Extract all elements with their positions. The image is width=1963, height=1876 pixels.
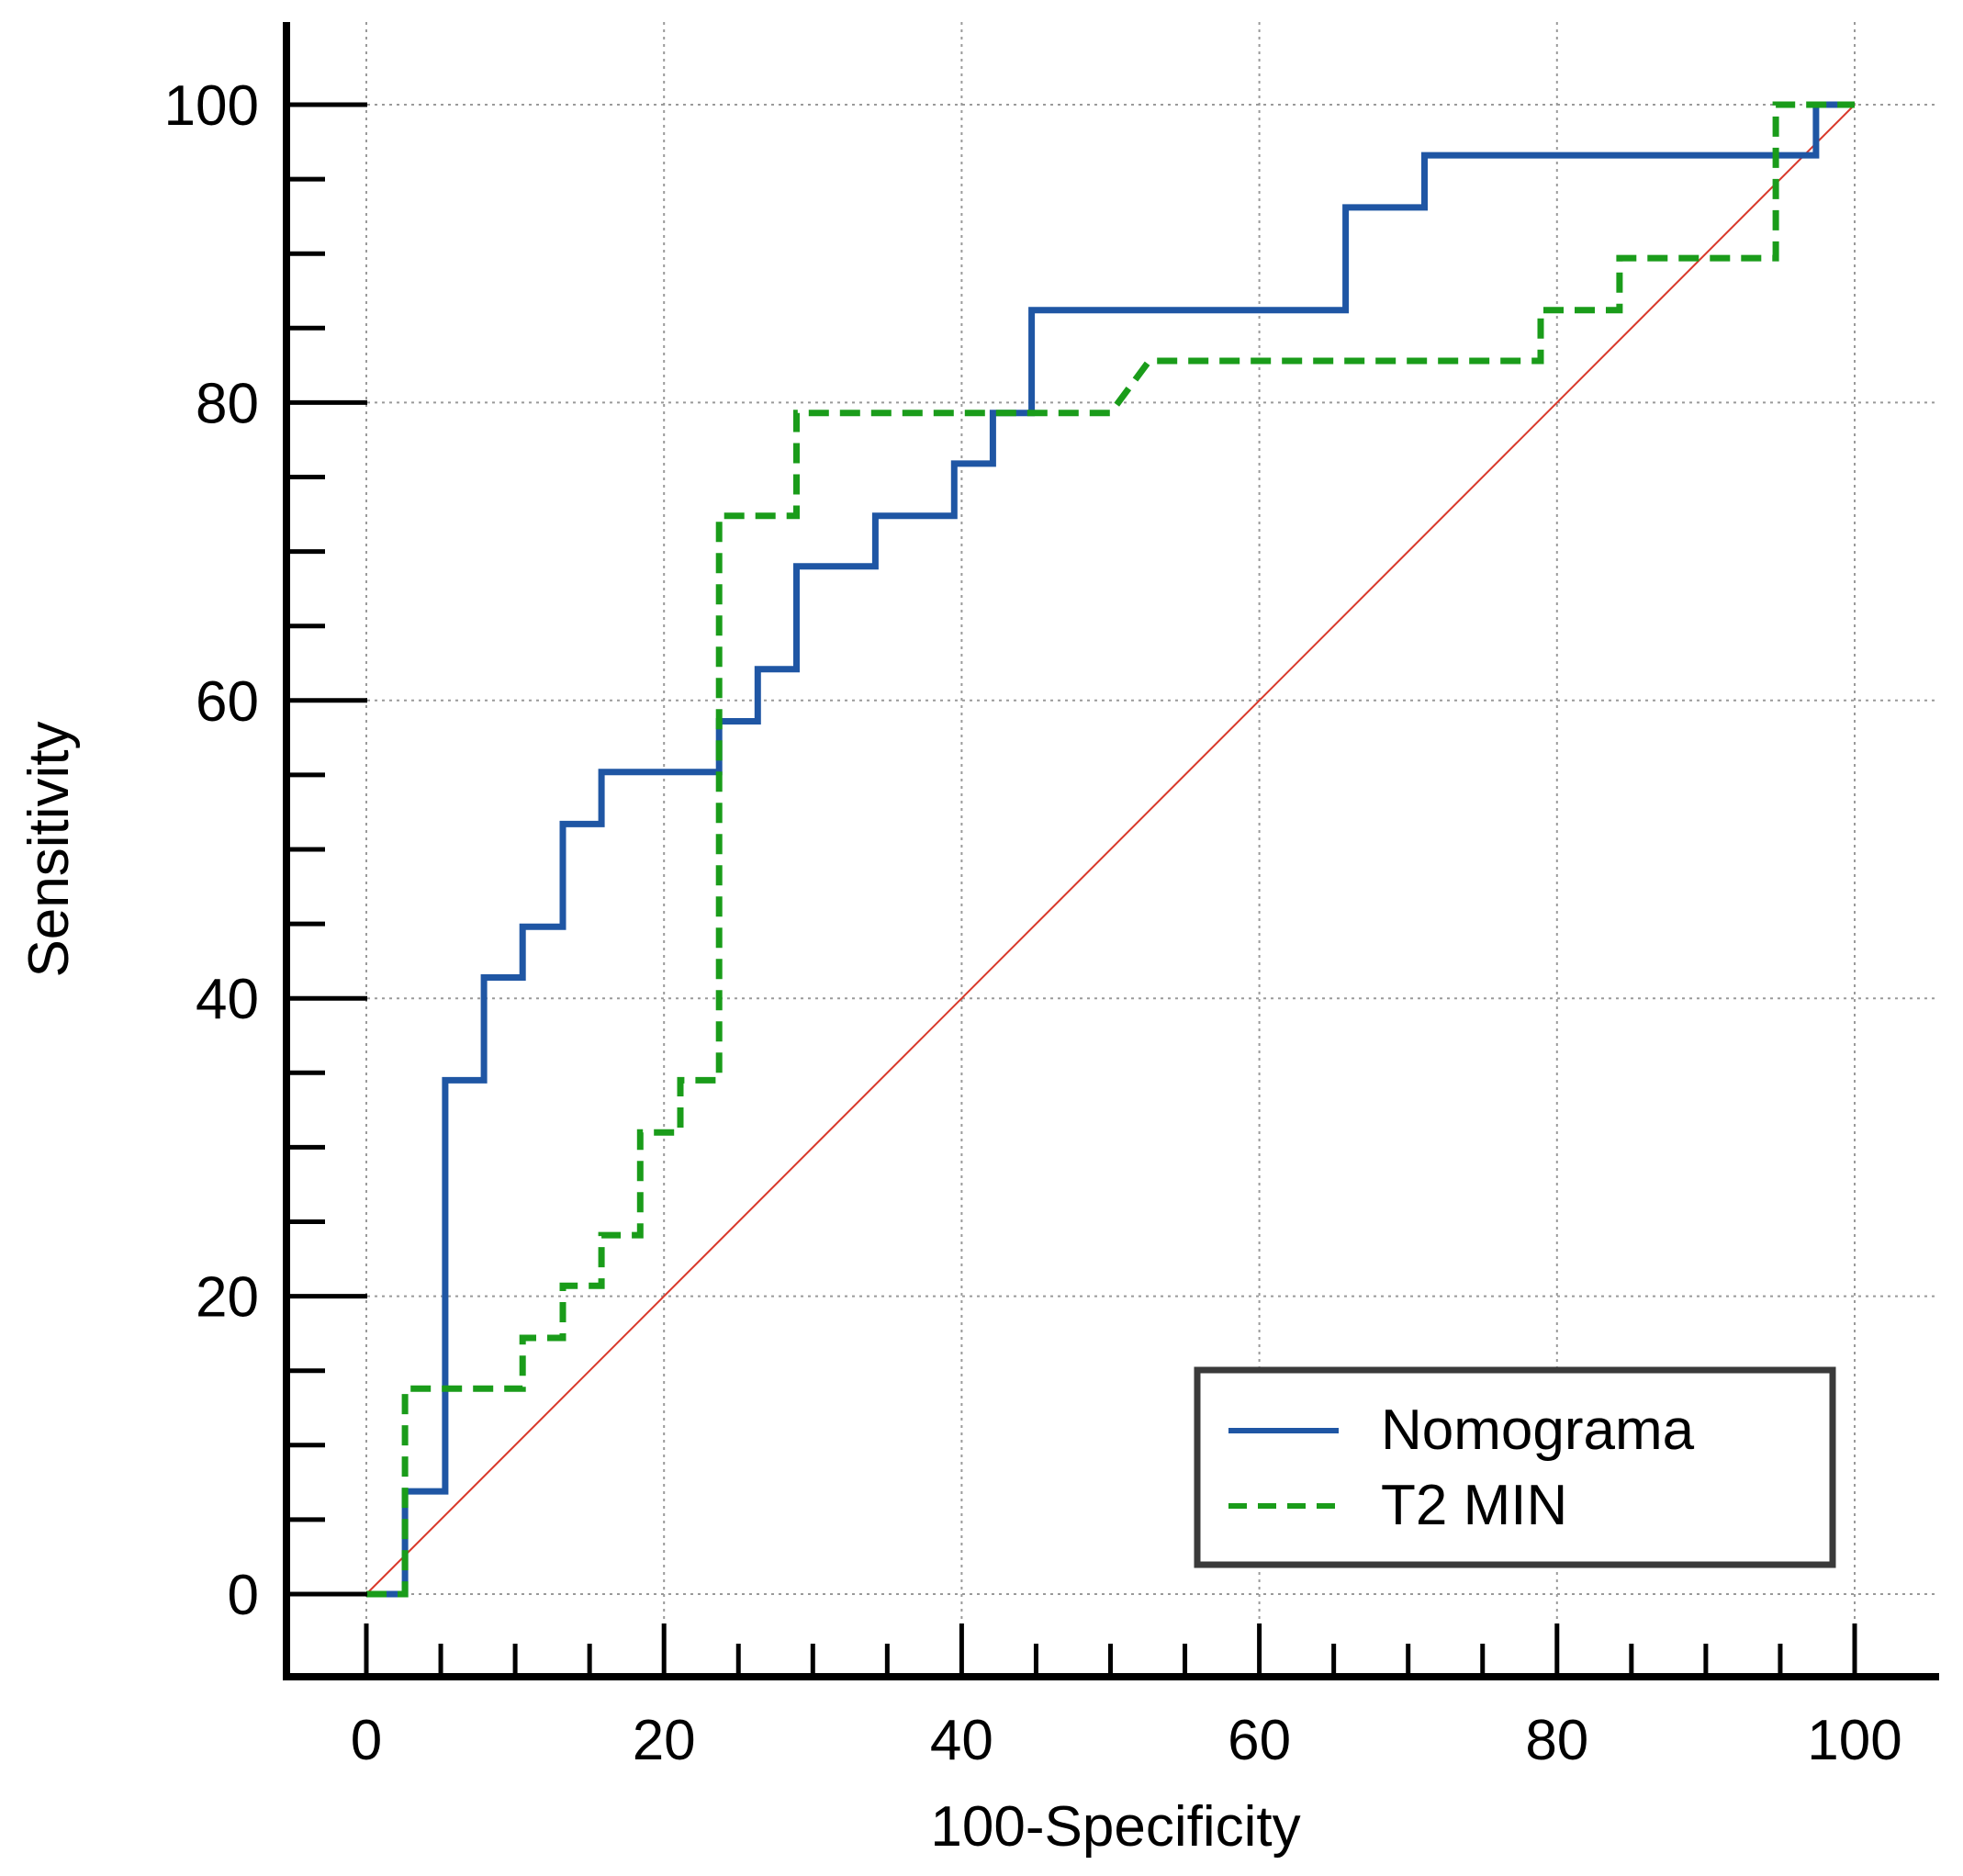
- y-tick-label: 80: [196, 372, 259, 435]
- reference-diagonal: [365, 104, 1856, 1595]
- x-tick-label: 60: [1228, 1709, 1291, 1772]
- x-tick-label: 100: [1807, 1709, 1901, 1772]
- y-tick-label: 100: [164, 74, 259, 138]
- tick-marks: [286, 102, 1857, 1677]
- legend-box: [1194, 1366, 1836, 1568]
- y-tick-label: 40: [196, 968, 259, 1031]
- series-layer: [366, 101, 1855, 1598]
- x-tick-label: 0: [351, 1709, 382, 1772]
- legend-label-nomograma: Nomograma: [1381, 1399, 1695, 1462]
- series-line-t2-min: [366, 101, 1855, 1598]
- x-tick-label: 80: [1525, 1709, 1588, 1772]
- y-tick-label: 60: [196, 670, 259, 734]
- y-tick-label: 0: [228, 1564, 259, 1627]
- legend-label-t2-min: T2 MIN: [1381, 1474, 1567, 1537]
- tick-labels: 0 20 40 60 80 100 0 20 40 60 80 100: [164, 74, 1902, 1772]
- reference-line: [365, 104, 1856, 1595]
- y-axis-title: Sensitivity: [17, 721, 81, 977]
- y-tick-label: 20: [196, 1266, 259, 1330]
- series-line-nomograma: [366, 101, 1855, 1598]
- x-tick-label: 20: [633, 1709, 696, 1772]
- x-axis-title: 100-Specificity: [930, 1795, 1300, 1859]
- legend: Nomograma T2 MIN: [1194, 1366, 1836, 1568]
- x-tick-label: 40: [930, 1709, 993, 1772]
